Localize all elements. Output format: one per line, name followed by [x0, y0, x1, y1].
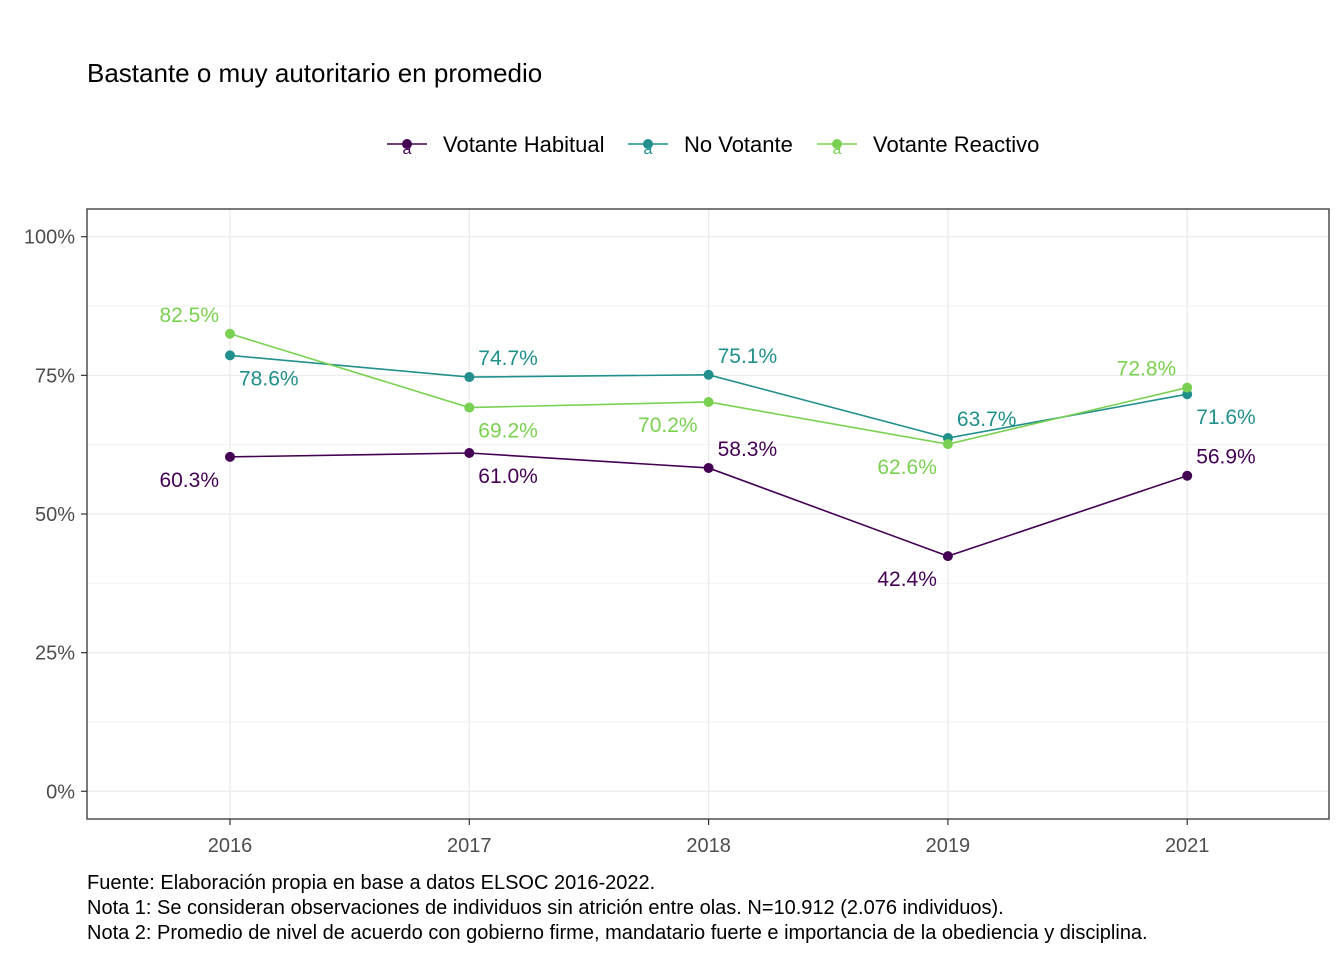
data-label: 74.7%: [478, 347, 538, 370]
x-tick-label: 2021: [1165, 835, 1210, 857]
data-label: 58.3%: [718, 438, 778, 461]
data-label: 71.6%: [1196, 406, 1256, 429]
caption-note-2: Nota 2: Promedio de nivel de acuerdo con…: [87, 922, 1148, 944]
caption: Fuente: Elaboración propia en base a dat…: [87, 871, 1148, 946]
legend-label: Votante Reactivo: [873, 132, 1039, 157]
data-label: 75.1%: [718, 345, 778, 368]
data-point: [703, 369, 714, 380]
data-label: 69.2%: [478, 420, 538, 443]
data-point: [225, 451, 235, 462]
data-point: [942, 551, 953, 562]
data-label: 78.6%: [239, 367, 299, 390]
legend-label: No Votante: [684, 132, 793, 157]
data-point: [464, 372, 475, 383]
legend-key-text: a: [833, 141, 842, 158]
data-point: [703, 462, 714, 473]
data-point: [942, 439, 953, 450]
data-label: 70.2%: [638, 414, 698, 437]
data-label: 56.9%: [1196, 446, 1256, 469]
legend-key-text: a: [644, 141, 653, 158]
data-point: [464, 448, 475, 458]
data-point: [703, 396, 714, 407]
chart-title: Bastante o muy autoritario en promedio: [87, 58, 543, 88]
data-label: 60.3%: [159, 469, 219, 492]
y-tick-label: 50%: [35, 504, 75, 526]
data-point: [225, 328, 235, 339]
legend-key-point: [832, 139, 842, 149]
data-label: 61.0%: [478, 465, 538, 488]
data-point: [464, 402, 475, 413]
x-tick-label: 2017: [447, 835, 492, 857]
legend-key-text: a: [403, 141, 412, 158]
data-label: 63.7%: [957, 408, 1017, 431]
data-point: [225, 350, 235, 361]
legend-key-point: [643, 139, 653, 149]
legend-key-point: [402, 139, 412, 149]
caption-source: Fuente: Elaboración propia en base a dat…: [87, 872, 656, 894]
x-tick-label: 2019: [926, 835, 971, 857]
data-point: [1182, 470, 1193, 481]
data-label: 72.8%: [1117, 358, 1177, 381]
y-tick-label: 75%: [35, 365, 75, 387]
data-label: 42.4%: [877, 568, 937, 591]
caption-note-1: Nota 1: Se consideran observaciones de i…: [87, 897, 1004, 919]
y-tick-label: 100%: [24, 227, 75, 249]
x-tick-label: 2018: [686, 835, 731, 857]
data-label: 82.5%: [159, 304, 219, 327]
x-tick-label: 2016: [208, 835, 253, 857]
data-label: 62.6%: [877, 456, 937, 479]
y-tick-label: 25%: [35, 643, 75, 665]
plot-border: [86, 208, 1330, 820]
legend-label: Votante Habitual: [443, 132, 604, 157]
data-point: [1182, 382, 1193, 393]
y-tick-label: 0%: [46, 781, 75, 803]
